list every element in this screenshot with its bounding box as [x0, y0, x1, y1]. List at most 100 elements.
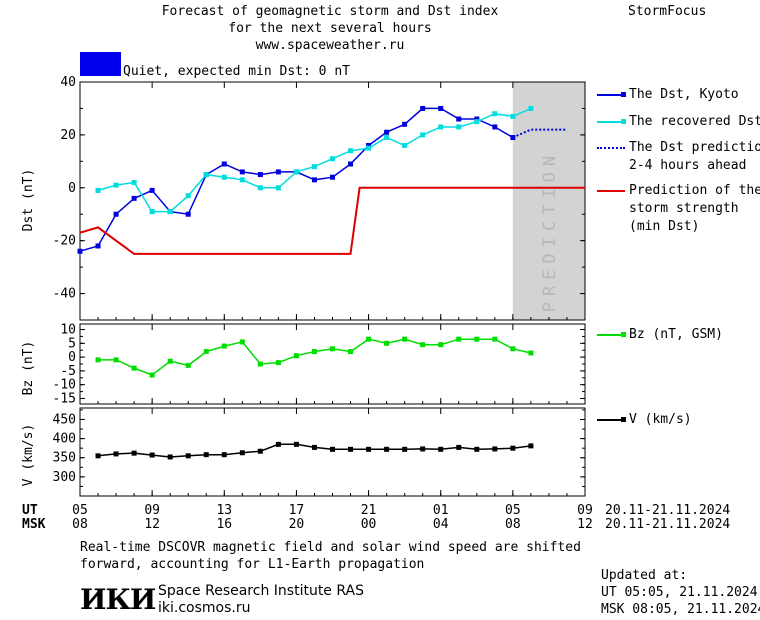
data-point — [275, 169, 281, 175]
legend-label: The recovered Dst — [629, 114, 760, 129]
msk-tick-label: 04 — [432, 517, 449, 532]
data-point — [474, 336, 480, 342]
data-point — [420, 342, 426, 348]
data-point — [456, 124, 462, 130]
y-axis-label: V (km/s) — [21, 424, 36, 487]
data-point — [221, 452, 227, 458]
y-tick-label: 40 — [60, 75, 76, 90]
data-point — [77, 248, 83, 254]
data-point — [366, 142, 372, 148]
ut-tick-label: 05 — [505, 503, 521, 518]
data-point — [510, 346, 516, 352]
v-panel: 450 400 350 300 V (km/s) — [21, 407, 586, 497]
data-point — [474, 116, 480, 122]
data-point — [95, 357, 101, 363]
data-point — [330, 346, 335, 352]
data-point — [149, 452, 155, 458]
data-point — [167, 209, 173, 215]
data-point — [311, 349, 317, 355]
ut-axis-label: UT — [22, 503, 38, 518]
institute-name: Space Research Institute RAS — [158, 583, 364, 599]
data-point — [474, 119, 480, 125]
ut-tick-label: 17 — [288, 503, 305, 518]
msk-tick-label: 20 — [288, 517, 305, 532]
data-point — [113, 357, 119, 363]
site-url[interactable]: www.spaceweather.ru — [255, 38, 405, 53]
series-line — [79, 107, 514, 252]
chart-title-line1: Forecast of geomagnetic storm and Dst in… — [161, 4, 499, 19]
data-point — [311, 444, 317, 450]
data-point — [366, 446, 372, 452]
data-point — [402, 142, 408, 148]
ut-tick-label: 05 — [72, 503, 88, 518]
data-point — [275, 360, 281, 366]
data-point — [402, 336, 408, 342]
data-point — [239, 169, 245, 175]
data-point — [384, 446, 390, 452]
data-point — [330, 446, 335, 452]
legend-marker — [621, 417, 626, 422]
data-point — [311, 177, 317, 183]
data-point — [257, 172, 263, 178]
data-point — [185, 211, 191, 217]
legend-label: The Dst prediction — [629, 140, 760, 155]
data-point — [492, 111, 498, 117]
y-tick-label: 400 — [53, 432, 76, 447]
data-point — [131, 179, 137, 185]
y-tick-label: 0 — [68, 350, 76, 365]
msk-tick-label: 16 — [216, 517, 233, 532]
ut-tick-label: 01 — [432, 503, 449, 518]
msk-tick-label: 08 — [505, 517, 521, 532]
data-point — [221, 343, 227, 349]
updated-ut: UT 05:05, 21.11.2024 — [601, 585, 758, 600]
data-point — [348, 446, 354, 452]
y-tick-label: 350 — [53, 451, 76, 466]
msk-date-range: 20.11-21.11.2024 — [605, 517, 731, 532]
data-point — [203, 452, 209, 458]
data-point — [402, 446, 408, 452]
data-point — [528, 350, 534, 356]
data-point — [456, 444, 462, 450]
data-point — [456, 336, 462, 342]
y-tick-label: 5 — [68, 336, 76, 351]
data-point — [510, 445, 516, 451]
y-tick-label: 20 — [60, 128, 76, 143]
data-point — [185, 453, 191, 459]
data-point — [149, 187, 155, 193]
footer-note-line2: forward, accounting for L1-Earth propaga… — [80, 557, 425, 572]
y-axis-label: Bz (nT) — [21, 341, 36, 396]
data-point — [420, 446, 426, 452]
dst-prediction-line — [512, 128, 567, 139]
data-point — [348, 349, 354, 355]
panel-frame — [79, 323, 586, 405]
data-point — [275, 441, 281, 447]
legend-swatch — [597, 94, 625, 96]
status-text: Quiet, expected min Dst: 0 nT — [123, 64, 350, 79]
data-point — [131, 450, 137, 456]
data-point — [420, 105, 426, 111]
data-point — [492, 336, 498, 342]
data-point — [438, 446, 444, 452]
data-point — [384, 129, 390, 135]
data-point — [257, 361, 263, 367]
data-point — [149, 209, 155, 215]
data-point — [492, 446, 498, 452]
legend-marker — [621, 332, 626, 337]
iki-logo: ИКИ — [80, 583, 156, 616]
data-point — [131, 365, 137, 371]
data-point — [293, 169, 299, 175]
data-point — [131, 195, 137, 201]
legend-swatch — [597, 334, 625, 336]
legend-label: Bz (nT, GSM) — [629, 327, 723, 342]
legend-swatch — [597, 147, 625, 149]
y-tick-label: -20 — [53, 234, 76, 249]
series-line — [97, 107, 532, 213]
institute-site[interactable]: iki.cosmos.ru — [158, 600, 251, 616]
data-point — [113, 182, 119, 188]
legend-label: storm strength — [629, 201, 739, 216]
ut-date-range: 20.11-21.11.2024 — [605, 503, 731, 518]
chart-title-line2: for the next several hours — [228, 21, 432, 36]
data-point — [438, 105, 444, 111]
